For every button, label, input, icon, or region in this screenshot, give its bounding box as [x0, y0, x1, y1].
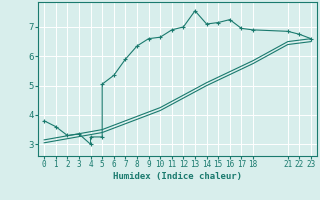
X-axis label: Humidex (Indice chaleur): Humidex (Indice chaleur)	[113, 172, 242, 181]
